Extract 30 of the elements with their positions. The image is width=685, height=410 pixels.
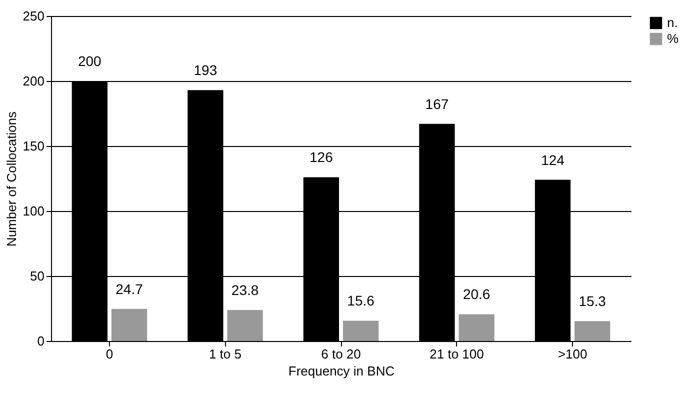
data-label: 24.7 (116, 280, 144, 297)
bar (458, 314, 494, 341)
x-tick-label: 21 to 100 (430, 346, 484, 362)
data-label: 200 (78, 53, 102, 69)
x-tick-label: 6 to 20 (321, 346, 361, 362)
data-label: 193 (194, 62, 218, 78)
bar (574, 321, 610, 341)
legend-label: n. (667, 15, 678, 30)
x-tick-label: 0 (106, 346, 114, 362)
bar (342, 320, 379, 341)
y-axis-title: Number of Collocations (4, 110, 19, 247)
data-label: 23.8 (231, 282, 259, 298)
bar (227, 310, 263, 341)
x-axis-title: Frequency in BNC (288, 364, 395, 378)
data-label: 167 (425, 96, 449, 112)
bar (111, 308, 148, 341)
x-tick-label: 1 to 5 (208, 346, 242, 362)
data-label: 126 (310, 149, 334, 166)
data-label: 124 (541, 152, 565, 168)
data-label: 15.6 (347, 292, 375, 309)
legend-label: % (667, 31, 679, 46)
data-label: 15.3 (578, 293, 606, 310)
data-label: 20.6 (462, 286, 490, 302)
y-tick-label: 0 (37, 334, 44, 348)
y-tick-label: 250 (22, 8, 44, 24)
y-tick-label: 150 (22, 138, 44, 154)
x-tick-label: >100 (558, 346, 588, 362)
y-tick-label: 200 (22, 74, 44, 88)
y-tick-label: 50 (30, 268, 44, 284)
y-tick-label: 100 (22, 204, 44, 218)
